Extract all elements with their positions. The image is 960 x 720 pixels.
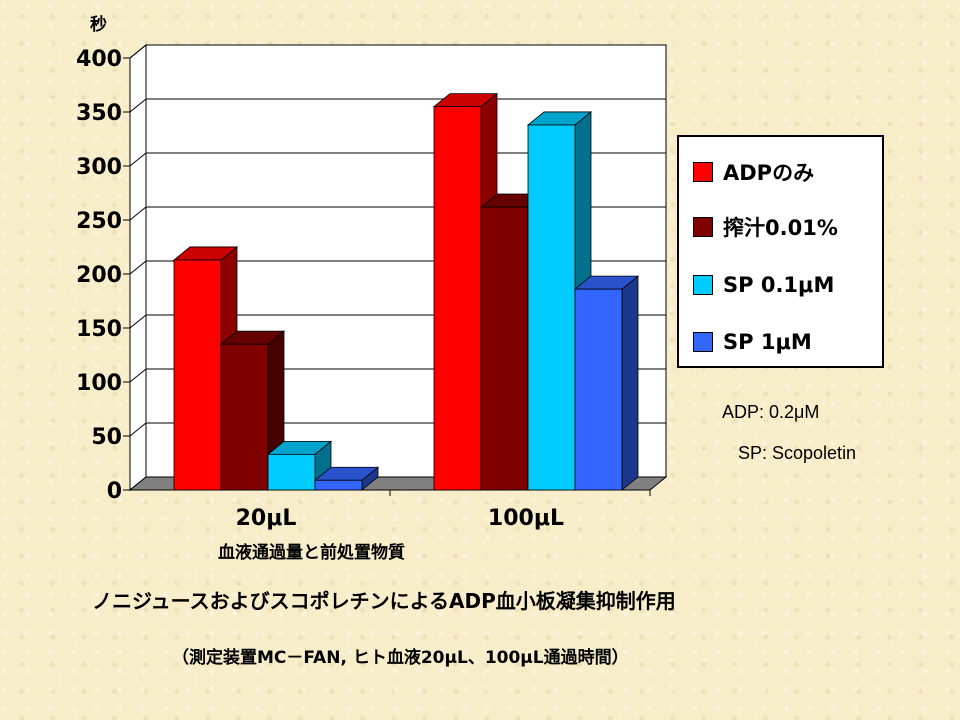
- gridline-side-300: [129, 152, 147, 167]
- legend-swatch-sp01: [693, 275, 713, 295]
- bar-1-0: [433, 106, 482, 491]
- legend-label-sp01: SP 0.1μM: [723, 273, 835, 297]
- y-tick-label-300: 300: [76, 155, 122, 180]
- bar-0-3: [314, 479, 363, 491]
- y-axis-label: 秒: [90, 15, 107, 35]
- bar-1-1: [480, 206, 529, 491]
- legend: ADPのみ 搾汁0.01% SP 0.1μM SP 1μM: [677, 135, 884, 368]
- y-tick-label-350: 350: [76, 101, 122, 126]
- legend-label-sp1: SP 1μM: [723, 330, 812, 354]
- gridline-side-200: [129, 260, 147, 275]
- x-category-label-0: 20μL: [236, 506, 297, 531]
- y-tick-label-150: 150: [76, 317, 122, 342]
- y-tick-label-400: 400: [76, 47, 122, 72]
- chart-title: ノニジュースおよびスコポレチンによるADP血小板凝集抑制作用: [92, 589, 676, 613]
- legend-item-sp01: SP 0.1μM: [693, 270, 834, 300]
- legend-item-sp1: SP 1μM: [693, 327, 812, 357]
- note-adp: ADP: 0.2μM: [722, 402, 820, 422]
- gridline-side-350: [129, 98, 147, 113]
- legend-item-juice: 搾汁0.01%: [693, 212, 838, 242]
- legend-swatch-sp1: [693, 332, 713, 352]
- bar-1-2: [527, 124, 576, 491]
- bar-1-3: [574, 288, 623, 491]
- y-tick-label-0: 0: [107, 479, 122, 504]
- gridline-side-50: [129, 422, 147, 437]
- y-tick-label-50: 50: [91, 425, 122, 450]
- note-sp: SP: Scopoletin: [738, 443, 857, 463]
- bar-0-2: [267, 453, 316, 491]
- x-axis-label: 血液通過量と前処置物質: [218, 543, 405, 563]
- gridline-side-400: [129, 44, 147, 59]
- legend-swatch-juice: [693, 217, 713, 237]
- legend-swatch-adp: [693, 162, 713, 182]
- x-category-label-1: 100μL: [488, 506, 564, 531]
- legend-label-juice: 搾汁0.01%: [723, 216, 838, 240]
- bar-0-0: [173, 259, 222, 491]
- gridline-side-150: [129, 314, 147, 329]
- y-tick-label-100: 100: [76, 371, 122, 396]
- gridline-side-250: [129, 206, 147, 221]
- bar-1-3-side: [621, 275, 639, 491]
- legend-item-adp: ADPのみ: [693, 157, 814, 187]
- y-tick-label-250: 250: [76, 209, 122, 234]
- gridline-side-100: [129, 368, 147, 383]
- legend-label-adp: ADPのみ: [723, 161, 815, 185]
- bar-0-1: [220, 343, 269, 491]
- chart-subtitle: （測定装置MC－FAN, ヒト血液20μL、100μL通過時間）: [172, 648, 629, 668]
- y-tick-label-200: 200: [76, 263, 122, 288]
